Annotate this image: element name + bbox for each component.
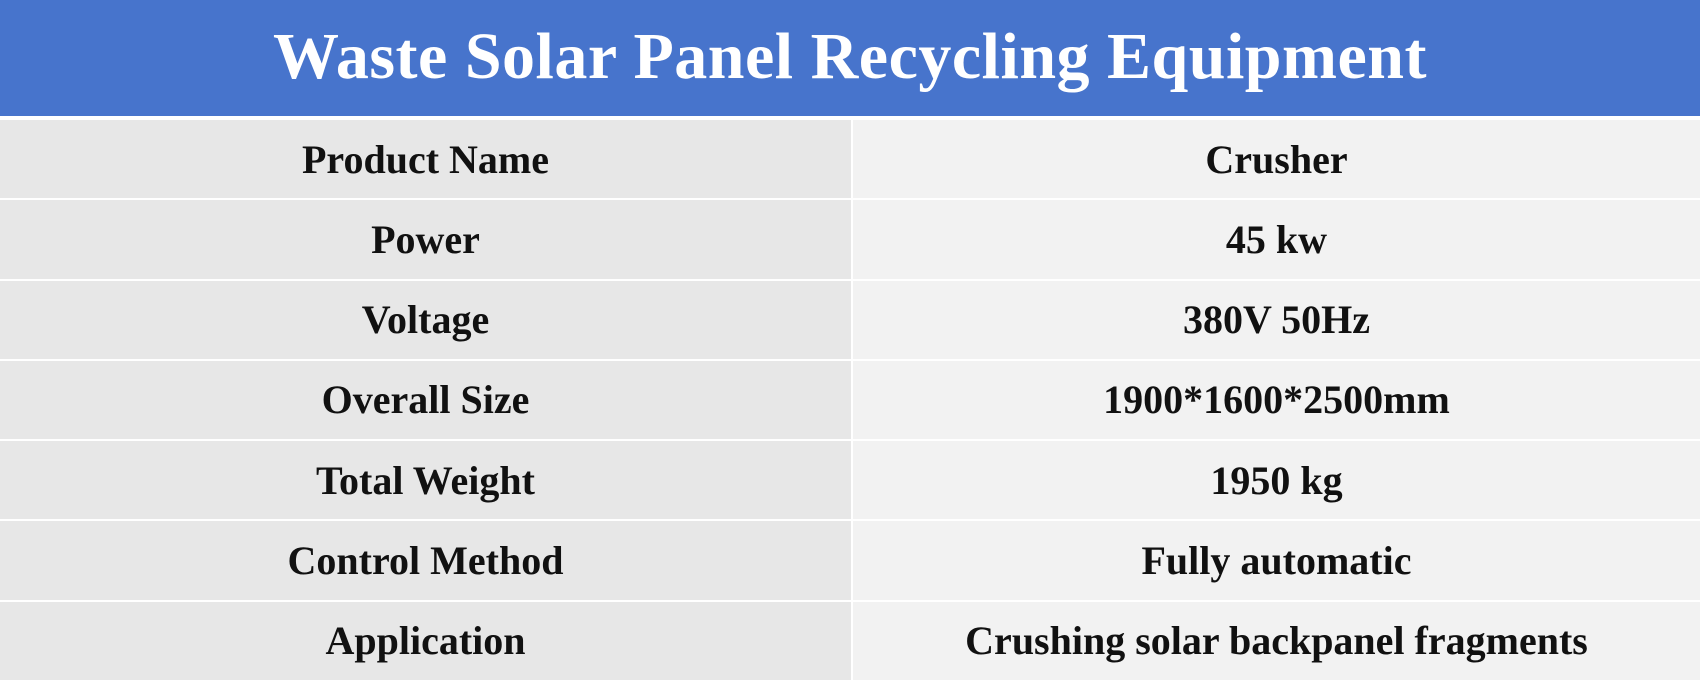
- table-row: Power 45 kw: [0, 200, 1700, 281]
- row-value: 1950 kg: [853, 441, 1700, 520]
- row-label: Control Method: [0, 521, 853, 600]
- row-value: Fully automatic: [853, 521, 1700, 600]
- table-row: Product Name Crusher: [0, 120, 1700, 201]
- row-value: 1900*1600*2500mm: [853, 360, 1700, 440]
- row-value: 45 kw: [853, 200, 1700, 279]
- table-row: Total Weight 1950 kg: [0, 441, 1700, 522]
- row-value: 380V 50Hz: [853, 280, 1700, 359]
- table-body: Product Name Crusher Power 45 kw Voltage…: [0, 120, 1700, 680]
- row-label: Overall Size: [0, 360, 853, 440]
- row-label: Power: [0, 200, 853, 279]
- table-header: Waste Solar Panel Recycling Equipment: [0, 0, 1700, 120]
- table-title: Waste Solar Panel Recycling Equipment: [273, 20, 1427, 93]
- row-value: Crushing solar backpanel fragments: [853, 601, 1700, 680]
- row-label: Product Name: [0, 120, 853, 199]
- table-row: Application Crushing solar backpanel fra…: [0, 601, 1700, 680]
- table-row: Control Method Fully automatic: [0, 521, 1700, 602]
- table-row: Overall Size 1900*1600*2500mm: [0, 360, 1700, 442]
- row-label: Application: [0, 601, 853, 680]
- row-label: Voltage: [0, 280, 853, 359]
- table-row: Voltage 380V 50Hz: [0, 280, 1700, 361]
- row-value: Crusher: [853, 120, 1700, 199]
- row-label: Total Weight: [0, 441, 853, 520]
